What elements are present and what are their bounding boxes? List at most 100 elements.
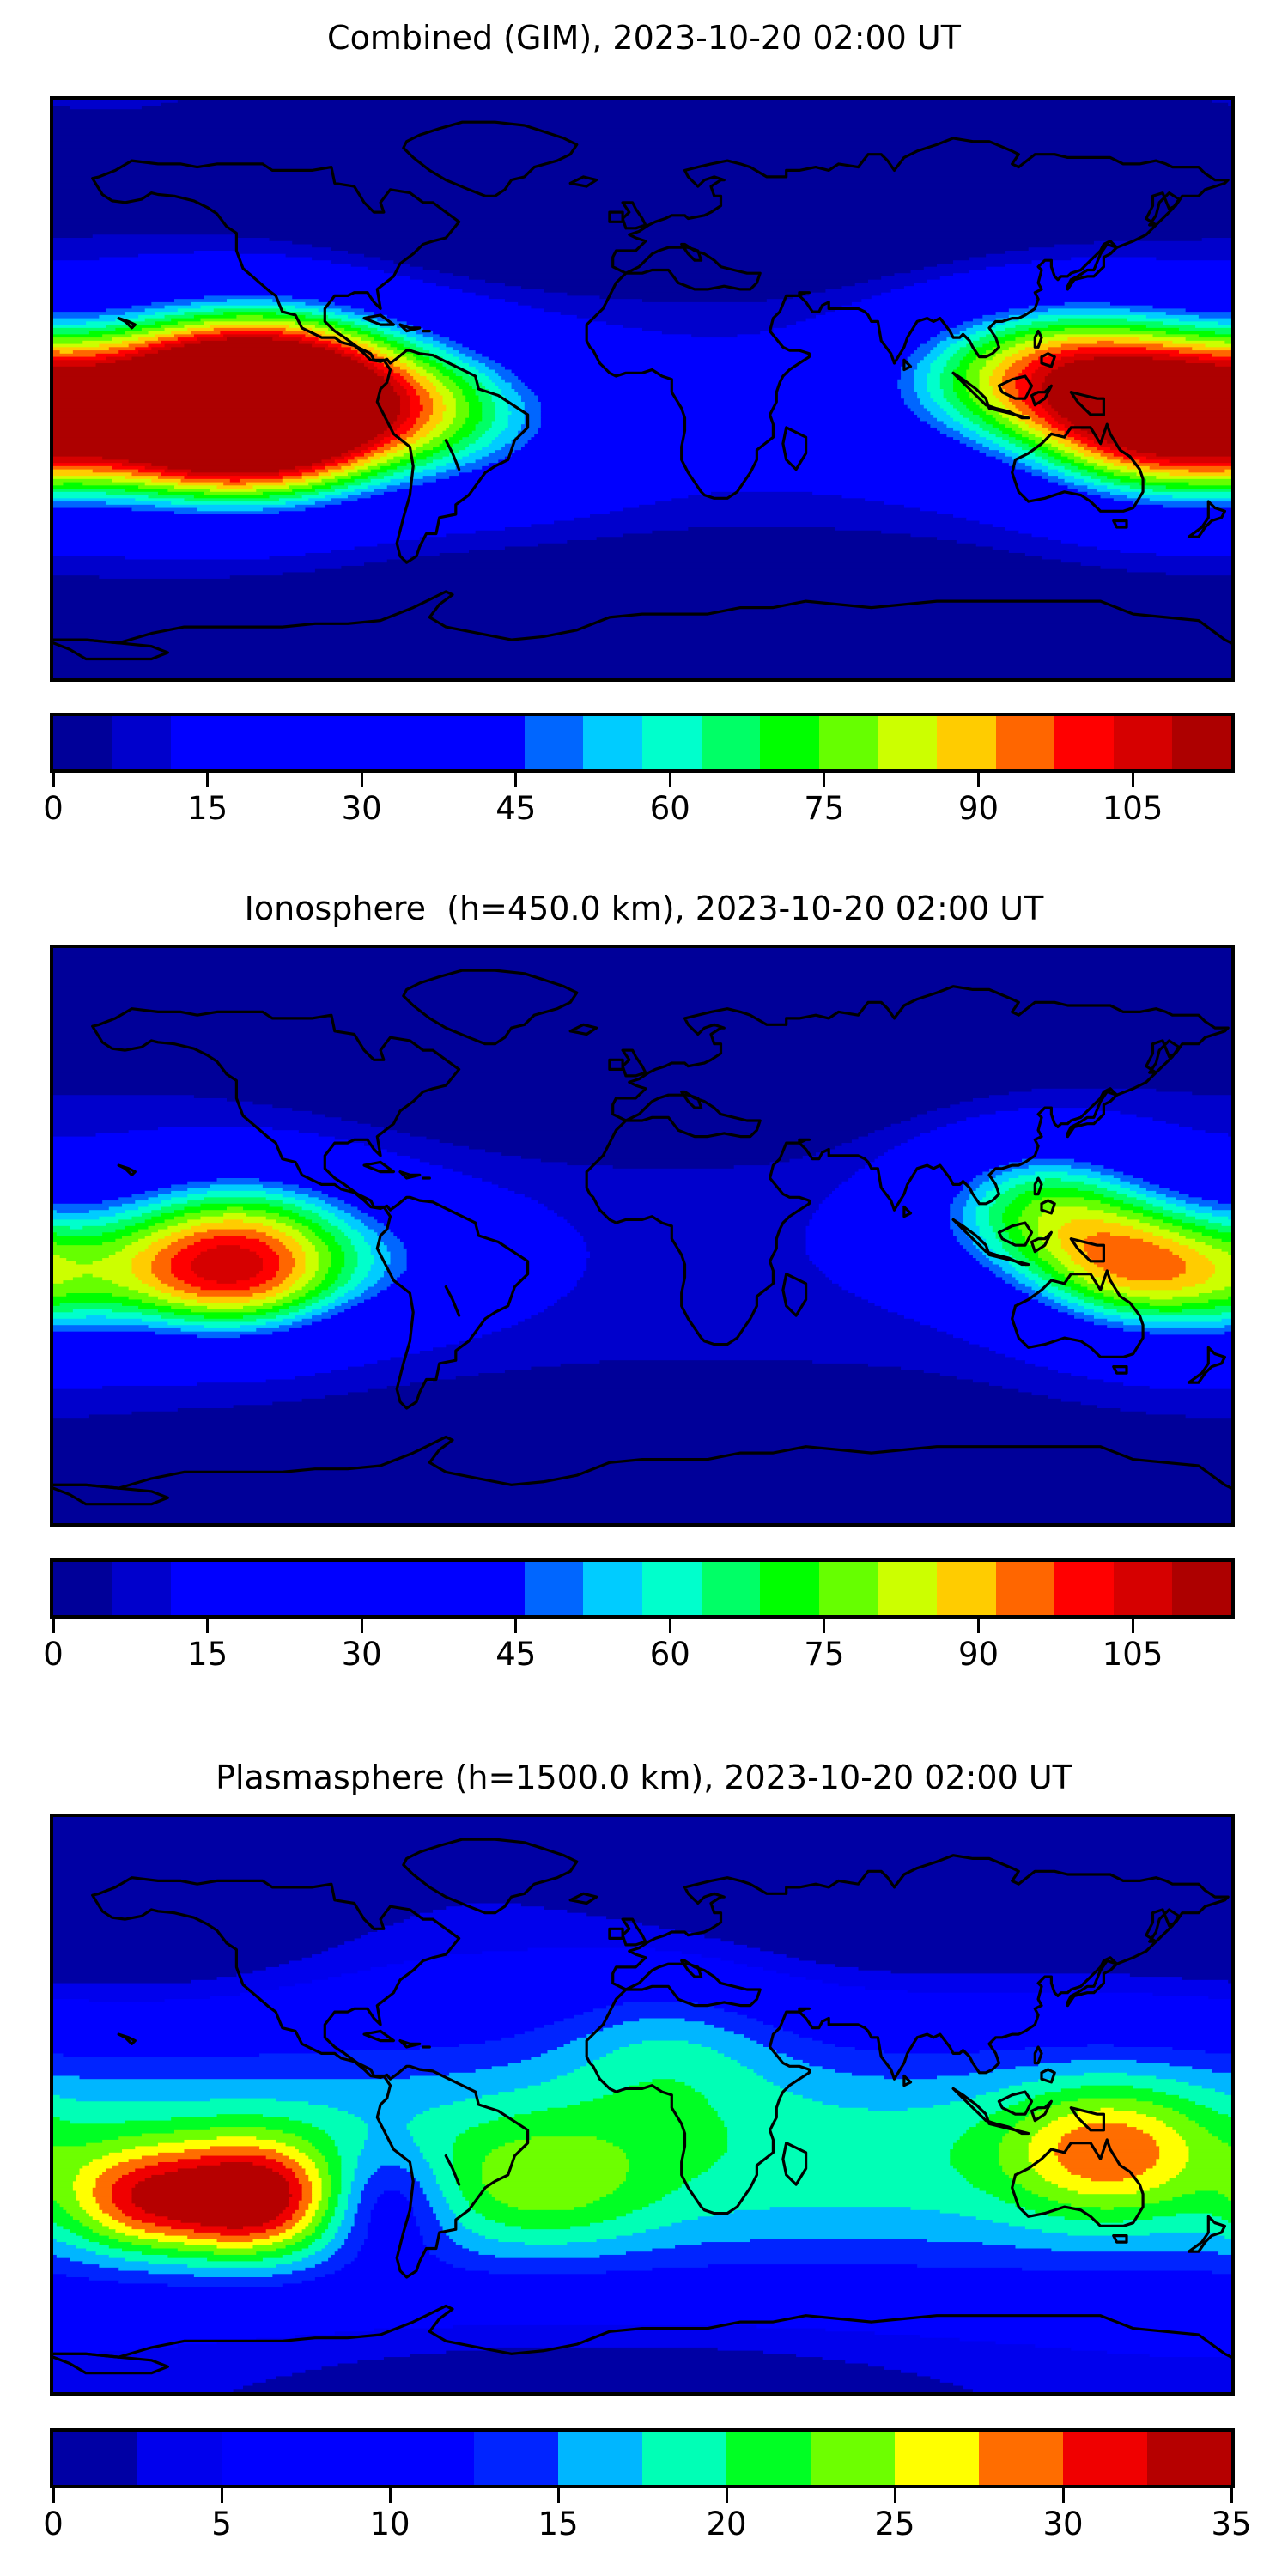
colorbar-band bbox=[53, 1562, 112, 1615]
panel-combined-gim: Combined (GIM), 2023-10-20 02:00 UT 0 15 3… bbox=[0, 0, 1288, 867]
colorbar-tick-label: 20 bbox=[706, 2506, 747, 2543]
colorbar-band bbox=[171, 716, 230, 769]
colorbar-band bbox=[406, 716, 466, 769]
panel-title-combined-gim: Combined (GIM), 2023-10-20 02:00 UT bbox=[327, 19, 961, 57]
colorbar-tick-line bbox=[52, 2488, 55, 2503]
colorbar-band bbox=[760, 1562, 819, 1615]
colorbar-tick-line bbox=[360, 773, 363, 787]
colorbar-tick-line bbox=[1061, 2488, 1065, 2503]
colorbar-band bbox=[818, 716, 878, 769]
colorbar-tick-line bbox=[388, 2488, 392, 2503]
coastlines-ionosphere bbox=[53, 969, 1231, 1506]
colorbar-band bbox=[701, 716, 761, 769]
colorbar-band bbox=[1172, 716, 1231, 769]
colorbar-gradient-ionosphere bbox=[50, 1558, 1235, 1619]
colorbar-band bbox=[347, 716, 407, 769]
colorbar-band bbox=[818, 1562, 878, 1615]
colorbar-tick-label: 105 bbox=[1102, 790, 1163, 827]
colorbar-tick-label: 15 bbox=[538, 2506, 579, 2543]
colorbar-band bbox=[112, 716, 172, 769]
colorbar-band bbox=[112, 1562, 172, 1615]
colorbar-tick-line bbox=[52, 1619, 55, 1633]
colorbar-tick-line bbox=[206, 773, 210, 787]
colorbar-tick-label: 90 bbox=[957, 1636, 999, 1673]
colorbar-gradient-combined-gim bbox=[50, 713, 1235, 773]
colorbar-tick-label: 15 bbox=[187, 1636, 228, 1673]
colorbar-tick-label: 15 bbox=[187, 790, 228, 827]
colorbar-tick-line bbox=[668, 773, 671, 787]
colorbar-band bbox=[895, 2432, 979, 2485]
colorbar-band bbox=[878, 716, 937, 769]
colorbar-tick-label: 35 bbox=[1211, 2506, 1252, 2543]
colorbar-band bbox=[229, 1562, 289, 1615]
colorbar-tick-line bbox=[556, 2488, 560, 2503]
panel-plasmasphere: Plasmasphere (h=1500.0 km), 2023-10-20 0… bbox=[0, 1743, 1288, 2576]
colorbar-tick-line bbox=[514, 773, 518, 787]
colorbar-band bbox=[1172, 1562, 1231, 1615]
colorbar-band bbox=[558, 2432, 642, 2485]
colorbar-band bbox=[878, 1562, 937, 1615]
colorbar-band bbox=[1113, 716, 1173, 769]
colorbar-band bbox=[53, 716, 112, 769]
colorbar-tick-label: 0 bbox=[43, 790, 64, 827]
colorbar-band bbox=[936, 716, 996, 769]
colorbar-tick-label: 60 bbox=[649, 790, 690, 827]
colorbar-band bbox=[936, 1562, 996, 1615]
colorbar-tick-line bbox=[514, 1619, 518, 1633]
panel-ionosphere: Ionosphere (h=450.0 km), 2023-10-20 02:0… bbox=[0, 876, 1288, 1735]
colorbar-band bbox=[390, 2432, 474, 2485]
colorbar-band bbox=[701, 1562, 761, 1615]
colorbar-band bbox=[760, 716, 819, 769]
colorbar-band bbox=[474, 2432, 558, 2485]
colorbar-band bbox=[642, 2432, 726, 2485]
coastlines-combined-gim bbox=[53, 120, 1231, 661]
contour-fill-plasmasphere bbox=[53, 1817, 1231, 2392]
colorbar-tick-line bbox=[52, 773, 55, 787]
colorbar-band bbox=[137, 2432, 222, 2485]
colorbar-band bbox=[1054, 1562, 1114, 1615]
colorbar-tick-label: 25 bbox=[874, 2506, 915, 2543]
colorbar-band bbox=[641, 716, 702, 769]
colorbar-band bbox=[347, 1562, 407, 1615]
colorbar-tick-label: 5 bbox=[211, 2506, 232, 2543]
colorbar-band bbox=[465, 716, 525, 769]
colorbar-ticks-plasmasphere: 0 5 10 15 20 25 30 35 bbox=[43, 2488, 1252, 2549]
colorbar-tick-line bbox=[976, 1619, 980, 1633]
colorbar-band bbox=[1113, 1562, 1173, 1615]
colorbar-tick-label: 30 bbox=[341, 790, 382, 827]
colorbar-band bbox=[583, 716, 642, 769]
colorbar-band bbox=[995, 1562, 1055, 1615]
map-axes-plasmasphere bbox=[50, 1814, 1235, 2396]
colorbar-tick-label: 0 bbox=[43, 1636, 64, 1673]
colorbar-tick-label: 30 bbox=[341, 1636, 382, 1673]
colorbar-tick-label: 90 bbox=[957, 790, 999, 827]
colorbar-band bbox=[524, 716, 584, 769]
coastlines-plasmasphere bbox=[53, 1838, 1231, 2375]
colorbar-tick-label: 105 bbox=[1102, 1636, 1163, 1673]
colorbar-band bbox=[306, 2432, 390, 2485]
colorbar-band bbox=[1147, 2432, 1231, 2485]
colorbar-tick-line bbox=[1131, 773, 1134, 787]
colorbar-tick-line bbox=[206, 1619, 210, 1633]
colorbar-tick-line bbox=[668, 1619, 671, 1633]
colorbar-band bbox=[1054, 716, 1114, 769]
panel-title-plasmasphere: Plasmasphere (h=1500.0 km), 2023-10-20 0… bbox=[216, 1759, 1072, 1796]
colorbar-tick-label: 45 bbox=[495, 1636, 537, 1673]
colorbar-tick-line bbox=[976, 773, 980, 787]
colorbar-band bbox=[465, 1562, 525, 1615]
colorbar-band bbox=[222, 2432, 306, 2485]
colorbar-band bbox=[229, 716, 289, 769]
panel-title-ionosphere: Ionosphere (h=450.0 km), 2023-10-20 02:0… bbox=[244, 890, 1044, 927]
colorbar-tick-label: 0 bbox=[43, 2506, 64, 2543]
colorbar-tick-label: 75 bbox=[804, 1636, 845, 1673]
colorbar-band bbox=[289, 1562, 348, 1615]
contour-fill-combined-gim bbox=[53, 100, 1231, 678]
colorbar-band bbox=[289, 716, 348, 769]
colorbar-band bbox=[811, 2432, 895, 2485]
colorbar-band bbox=[171, 1562, 230, 1615]
colorbar-tick-label: 75 bbox=[804, 790, 845, 827]
colorbar-plasmasphere: 0 5 10 15 20 25 30 35 bbox=[43, 2428, 1252, 2549]
colorbar-tick-line bbox=[893, 2488, 896, 2503]
colorbar-tick-line bbox=[220, 2488, 223, 2503]
colorbar-band bbox=[979, 2432, 1063, 2485]
